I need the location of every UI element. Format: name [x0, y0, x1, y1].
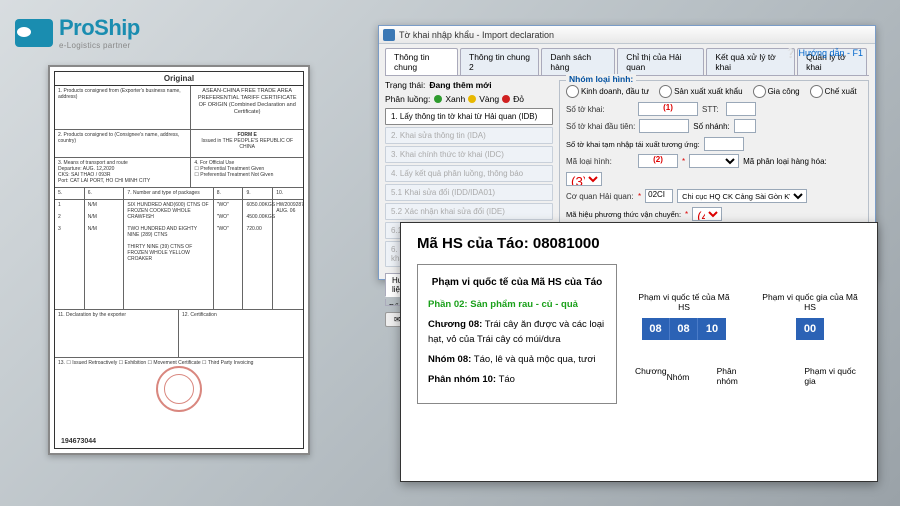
status-label: Trạng thái:: [385, 80, 425, 90]
field-2[interactable]: (2): [638, 154, 678, 168]
ann-phannhom: Phân nhóm: [717, 366, 755, 386]
field-4[interactable]: (4): [692, 207, 722, 221]
cell-phannhom: 10: [698, 318, 726, 340]
radio-cx[interactable]: Chế xuất: [810, 85, 857, 98]
maloai-select[interactable]: [689, 154, 739, 168]
step-4[interactable]: 4. Lấy kết quả phân luồng, thông báo: [385, 165, 553, 182]
ann-quocgia: Phạm vi quốc gia: [804, 366, 861, 386]
doc-number: 194673044: [61, 438, 96, 445]
hs-nat-block: 00: [796, 318, 824, 340]
step-5b[interactable]: 5.2 Xác nhận khai sửa đổi (IDE): [385, 203, 553, 220]
step-2[interactable]: 2. Khai sửa thông tin (IDA): [385, 127, 553, 144]
certificate-document: Original 1. Products consigned from (Exp…: [48, 65, 310, 455]
dot-yellow: [468, 95, 476, 103]
help-icon: ❔: [785, 48, 796, 58]
window-title: Tờ khai nhập khẩu - Import declaration: [399, 30, 554, 40]
ann-chuong: Chương: [635, 366, 667, 386]
hs-scope-box: Phạm vi quốc tế của Mã HS của Táo Phần 0…: [417, 264, 617, 404]
tab-chithi[interactable]: Chỉ thị của Hải quan: [617, 48, 704, 75]
coquan-select[interactable]: Chi cục HQ CK Cảng Sài Gòn KV I: [677, 189, 807, 203]
logo-name: ProShip: [59, 15, 140, 41]
hs-title: Mã HS của Táo: 08081000: [417, 235, 861, 252]
field-1[interactable]: (1): [638, 102, 698, 116]
radio-gc[interactable]: Gia công: [753, 85, 800, 98]
group1-title: Nhóm loại hình:: [566, 74, 636, 84]
tab-thongtin[interactable]: Thông tin chung: [385, 48, 458, 75]
tab-thongtin2[interactable]: Thông tin chung 2: [460, 48, 539, 75]
coquan-code[interactable]: 02CI: [645, 189, 673, 203]
logo-sub: e-Logistics partner: [59, 41, 140, 50]
radio-kd[interactable]: Kinh doanh, đầu tư: [566, 85, 649, 98]
color-label: Phân luồng:: [385, 94, 430, 104]
stt-input[interactable]: [726, 102, 756, 116]
app-icon: [383, 29, 395, 41]
intl-label: Phạm vi quốc tế của Mã HS: [635, 292, 733, 312]
logo: ProShip e-Logistics partner: [15, 15, 140, 50]
field-3[interactable]: (3): [566, 172, 602, 186]
doc-title: Original: [55, 72, 303, 86]
step-3[interactable]: 3. Khai chính thức tờ khai (IDC): [385, 146, 553, 163]
sotkdt-input[interactable]: [639, 119, 689, 133]
cell-chuong: 08: [642, 318, 670, 340]
cell-nhom: 08: [670, 318, 698, 340]
hs-box-header: Phạm vi quốc tế của Mã HS của Táo: [428, 275, 606, 290]
hs-intl-block: 08 08 10: [642, 318, 726, 340]
ann-nhom: Nhóm: [667, 372, 690, 382]
customs-stamp: [156, 366, 202, 412]
dot-red: [502, 95, 510, 103]
tab-danhsach[interactable]: Danh sách hàng: [541, 48, 615, 75]
tab-ketqua[interactable]: Kết quả xử lý tờ khai: [706, 48, 795, 75]
hs-code-panel: Mã HS của Táo: 08081000 Phạm vi quốc tế …: [400, 222, 878, 482]
cell-quocgia: 00: [796, 318, 824, 340]
titlebar[interactable]: Tờ khai nhập khẩu - Import declaration: [379, 26, 875, 44]
doc-header: ASEAN-CHINA FREE TRADE AREA PREFERENTIAL…: [191, 86, 303, 129]
help-link[interactable]: ❔Hướng dẫn - F1: [785, 48, 863, 59]
step-1[interactable]: 1. Lấy thông tin tờ khai từ Hải quan (ID…: [385, 108, 553, 125]
dot-green: [434, 95, 442, 103]
radio-sx[interactable]: Sản xuất xuất khẩu: [659, 85, 743, 98]
truck-icon: [15, 19, 53, 47]
step-5a[interactable]: 5.1 Khai sửa đổi (IDD/IDA01): [385, 184, 553, 201]
nat-label: Phạm vi quốc gia của Mã HS: [759, 292, 861, 312]
status-value: Đang thêm mới: [429, 80, 491, 90]
